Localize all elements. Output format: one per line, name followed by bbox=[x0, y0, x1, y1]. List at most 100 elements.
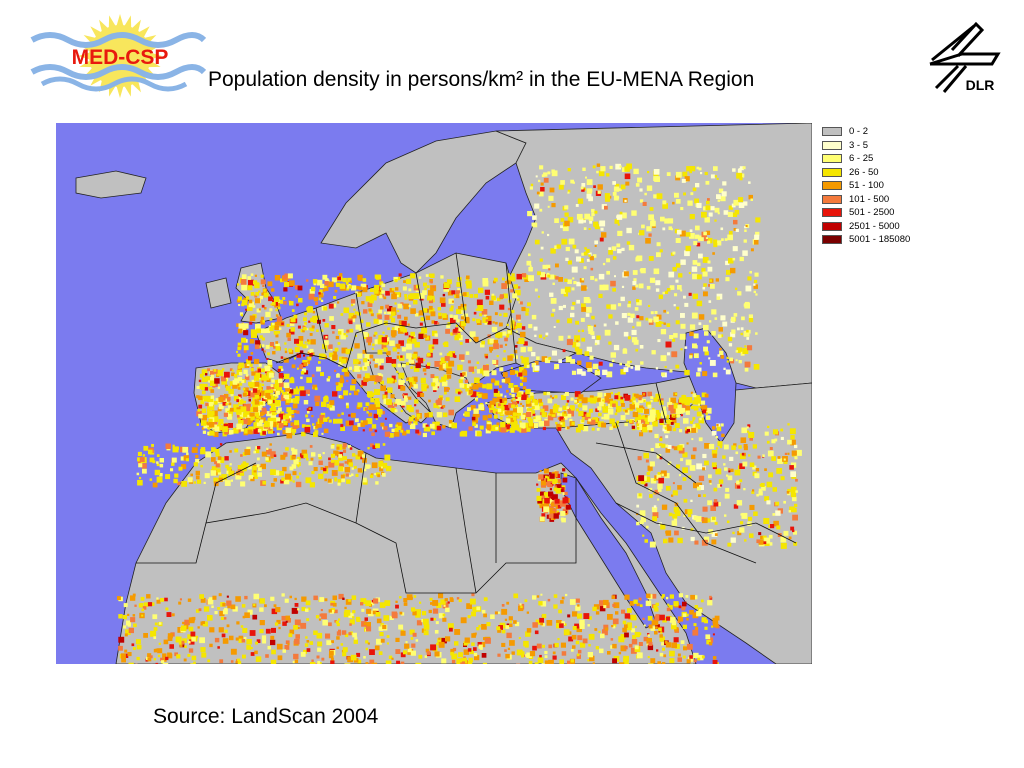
density-cell bbox=[230, 660, 234, 663]
density-cell bbox=[198, 413, 203, 419]
density-cell bbox=[661, 594, 665, 598]
density-cell bbox=[704, 460, 709, 466]
density-cell bbox=[334, 289, 338, 293]
density-cell bbox=[708, 443, 715, 450]
density-cell bbox=[265, 344, 270, 349]
density-cell bbox=[321, 613, 327, 620]
density-cell bbox=[395, 649, 401, 654]
density-cell bbox=[341, 630, 347, 635]
density-cell bbox=[513, 416, 517, 421]
density-cell bbox=[396, 660, 400, 664]
density-cell bbox=[461, 321, 466, 327]
density-cell bbox=[727, 475, 733, 481]
density-cell bbox=[695, 234, 700, 239]
density-cell bbox=[648, 318, 653, 323]
density-cell bbox=[503, 312, 508, 317]
density-cell bbox=[187, 653, 191, 657]
density-cell bbox=[196, 395, 200, 399]
density-cell bbox=[284, 598, 289, 603]
density-cell bbox=[134, 604, 137, 607]
density-cell bbox=[627, 608, 632, 613]
density-cell bbox=[312, 384, 318, 390]
density-cell bbox=[252, 388, 258, 393]
density-cell bbox=[482, 384, 487, 389]
source-caption: Source: LandScan 2004 bbox=[153, 705, 379, 728]
density-cell bbox=[387, 327, 390, 330]
density-cell bbox=[341, 478, 346, 483]
density-cell bbox=[201, 390, 206, 395]
density-cell bbox=[346, 479, 351, 484]
density-cell bbox=[351, 303, 354, 307]
density-cell bbox=[686, 659, 691, 664]
density-cell bbox=[624, 173, 631, 180]
density-cell bbox=[526, 427, 531, 432]
density-cell bbox=[195, 475, 200, 480]
density-cell bbox=[331, 277, 337, 283]
density-cell bbox=[311, 471, 315, 475]
density-cell bbox=[208, 387, 213, 391]
density-cell bbox=[739, 527, 745, 533]
density-cell bbox=[539, 654, 542, 658]
density-cell bbox=[561, 238, 568, 245]
density-cell bbox=[653, 620, 659, 626]
density-cell bbox=[315, 425, 319, 429]
density-cell bbox=[612, 403, 616, 408]
density-cell bbox=[609, 426, 613, 430]
density-cell bbox=[511, 394, 515, 398]
density-cell bbox=[336, 373, 340, 378]
density-cell bbox=[509, 427, 515, 433]
density-cell bbox=[374, 645, 380, 651]
density-cell bbox=[486, 424, 492, 430]
density-cell bbox=[342, 277, 347, 283]
density-cell bbox=[349, 392, 352, 396]
density-cell bbox=[132, 593, 136, 597]
density-cell bbox=[564, 286, 571, 293]
density-cell bbox=[442, 363, 448, 369]
density-cell bbox=[496, 394, 501, 398]
density-cell bbox=[669, 335, 674, 340]
density-cell bbox=[391, 405, 395, 409]
density-cell bbox=[403, 602, 408, 606]
density-cell bbox=[703, 231, 707, 236]
density-cell bbox=[744, 345, 747, 348]
density-cell bbox=[268, 427, 272, 431]
density-cell bbox=[157, 654, 161, 658]
density-cell bbox=[471, 593, 475, 597]
density-cell bbox=[675, 408, 682, 414]
density-cell bbox=[201, 408, 207, 413]
density-cell bbox=[246, 305, 253, 311]
density-cell bbox=[513, 593, 519, 599]
density-cell bbox=[247, 276, 252, 280]
density-cell bbox=[277, 330, 280, 334]
density-cell bbox=[232, 427, 239, 434]
density-cell bbox=[386, 377, 393, 384]
density-cell bbox=[381, 344, 387, 349]
density-cell bbox=[337, 382, 343, 388]
density-cell bbox=[587, 624, 590, 627]
density-cell bbox=[147, 602, 153, 607]
density-cell bbox=[225, 385, 231, 391]
density-cell bbox=[754, 279, 758, 284]
density-cell bbox=[570, 405, 575, 411]
density-cell bbox=[472, 318, 476, 322]
density-cell bbox=[517, 406, 523, 413]
density-cell bbox=[746, 337, 750, 340]
density-cell bbox=[196, 385, 200, 389]
density-cell bbox=[690, 192, 694, 196]
density-cell bbox=[792, 529, 795, 533]
density-cell bbox=[525, 631, 531, 637]
density-cell bbox=[704, 443, 710, 449]
density-cell bbox=[721, 238, 724, 241]
density-cell bbox=[390, 318, 396, 323]
density-cell bbox=[191, 449, 195, 453]
density-cell bbox=[629, 407, 633, 411]
density-cell bbox=[462, 292, 467, 297]
density-cell bbox=[373, 318, 379, 324]
density-cell bbox=[790, 491, 797, 498]
density-cell bbox=[630, 647, 637, 654]
density-cell bbox=[576, 339, 579, 343]
density-cell bbox=[664, 290, 669, 294]
density-cell bbox=[677, 485, 682, 490]
density-cell bbox=[352, 369, 355, 372]
density-cell bbox=[346, 329, 350, 333]
